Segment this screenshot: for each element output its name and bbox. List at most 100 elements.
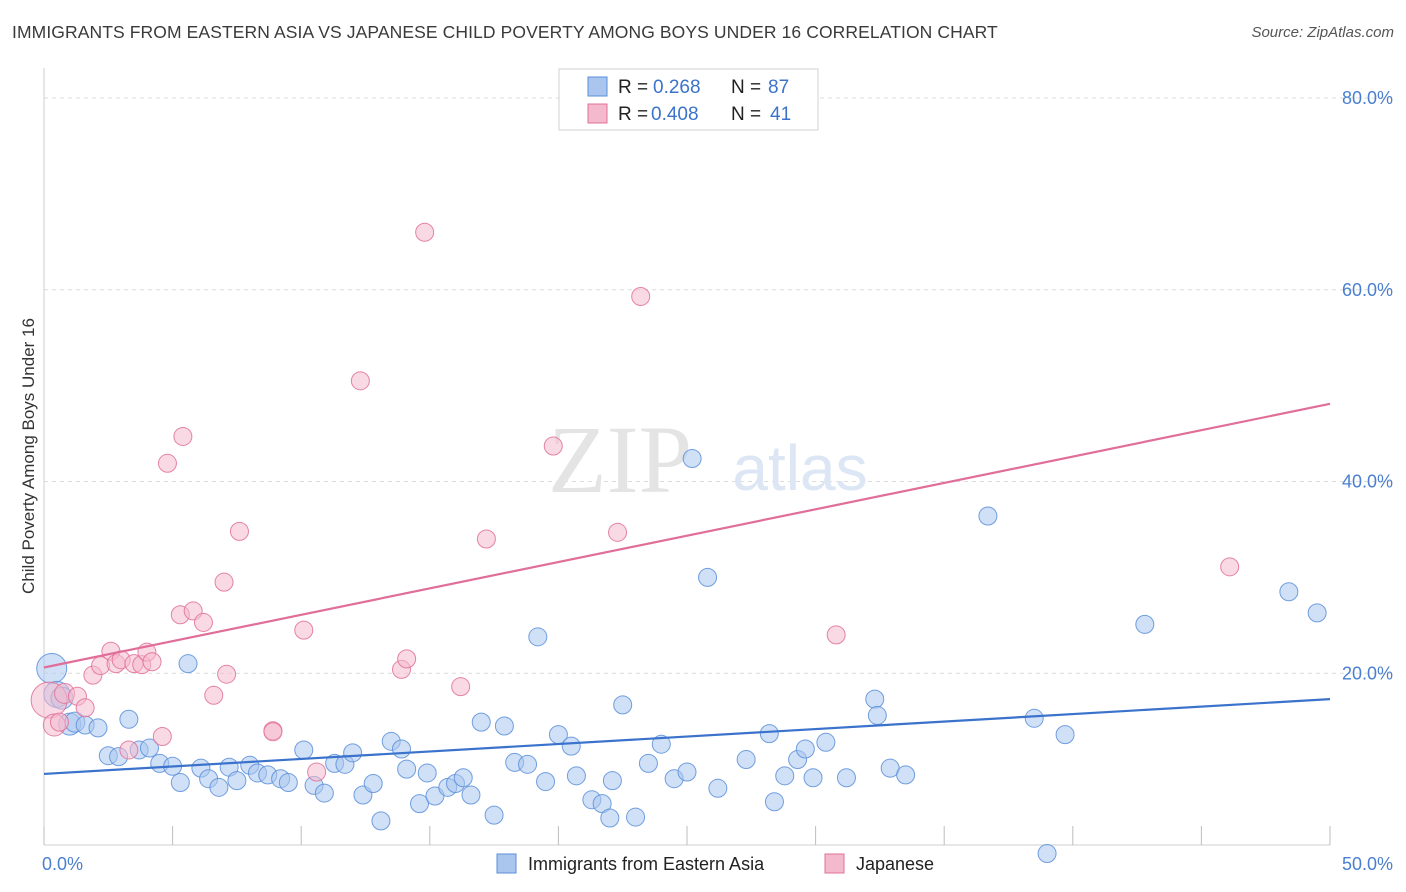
series-japanese-points (30, 222, 1240, 782)
point-japanese-32 (415, 222, 435, 242)
point-immigrants-69 (759, 724, 779, 744)
point-japanese-24 (229, 521, 249, 541)
point-japanese-37 (631, 286, 651, 306)
legend-r-value-pink: 0.408 (651, 104, 699, 125)
point-immigrants-6 (88, 718, 108, 738)
point-immigrants-60 (626, 807, 646, 827)
point-immigrants-25 (278, 773, 298, 793)
point-japanese-26 (263, 722, 283, 742)
point-japanese-38 (826, 625, 846, 645)
trendlines (43, 402, 1331, 776)
point-japanese-29 (350, 371, 370, 391)
point-japanese-14 (142, 652, 162, 672)
point-immigrants-50 (528, 627, 548, 647)
point-immigrants-0 (36, 652, 68, 684)
point-immigrants-36 (392, 739, 412, 759)
legend-label-japanese: Japanese (856, 854, 934, 874)
point-immigrants-70 (764, 792, 784, 812)
point-immigrants-57 (600, 808, 620, 828)
point-japanese-10 (119, 740, 139, 760)
chart-title: IMMIGRANTS FROM EASTERN ASIA VS JAPANESE… (12, 22, 998, 42)
trendline-japanese (43, 402, 1331, 669)
point-immigrants-44 (461, 785, 481, 805)
point-immigrants-18 (209, 777, 229, 797)
y-tick-label-40: 40.0% (1342, 472, 1393, 492)
point-immigrants-75 (816, 732, 836, 752)
point-immigrants-28 (314, 783, 334, 803)
point-japanese-36 (608, 522, 628, 542)
point-immigrants-34 (371, 811, 391, 831)
point-japanese-35 (543, 436, 563, 456)
point-immigrants-26 (294, 740, 314, 760)
point-immigrants-64 (677, 762, 697, 782)
point-immigrants-58 (602, 771, 622, 791)
point-immigrants-73 (795, 739, 815, 759)
legend-n-label-pink: N = (731, 104, 761, 125)
watermark-atlas: atlas (732, 432, 867, 504)
legend-n-value-blue: 87 (768, 77, 789, 98)
point-immigrants-14 (170, 773, 190, 793)
point-japanese-20 (193, 612, 213, 632)
point-immigrants-43 (453, 768, 473, 788)
point-immigrants-80 (896, 765, 916, 785)
x-tick-label-max: 50.0% (1342, 854, 1393, 874)
point-immigrants-84 (1055, 725, 1075, 745)
point-immigrants-78 (867, 705, 887, 725)
point-japanese-18 (173, 426, 193, 446)
point-japanese-16 (157, 453, 177, 473)
point-immigrants-46 (484, 805, 504, 825)
y-tick-label-80: 80.0% (1342, 88, 1393, 108)
point-japanese-39 (1220, 557, 1240, 577)
point-immigrants-85 (1135, 614, 1155, 634)
point-immigrants-49 (518, 754, 538, 774)
legend-r-value-blue: 0.268 (653, 77, 701, 98)
point-japanese-31 (397, 649, 417, 669)
point-immigrants-37 (397, 759, 417, 779)
legend-r-label-blue: R = (618, 77, 648, 98)
legend-swatch-immigrants (496, 853, 517, 874)
gridlines (44, 97, 1393, 674)
point-immigrants-76 (836, 768, 856, 788)
point-immigrants-11 (139, 738, 159, 758)
point-immigrants-39 (417, 763, 437, 783)
legend-n-label-blue: N = (731, 77, 761, 98)
point-immigrants-74 (803, 768, 823, 788)
point-japanese-27 (294, 620, 314, 640)
legend-label-immigrants: Immigrants from Eastern Asia (528, 854, 765, 874)
point-japanese-21 (204, 685, 224, 705)
point-immigrants-59 (613, 695, 633, 715)
point-immigrants-81 (978, 506, 998, 526)
y-tick-label-60: 60.0% (1342, 280, 1393, 300)
trendline-immigrants (43, 698, 1331, 776)
point-immigrants-45 (471, 712, 491, 732)
point-immigrants-65 (682, 448, 702, 468)
point-immigrants-68 (736, 750, 756, 770)
x-tick-label-min: 0.0% (42, 854, 83, 874)
point-immigrants-38 (410, 794, 430, 814)
point-immigrants-20 (227, 771, 247, 791)
point-japanese-15 (152, 727, 172, 747)
point-immigrants-86 (1279, 582, 1299, 602)
point-immigrants-15 (178, 654, 198, 674)
y-tick-label-20: 20.0% (1342, 663, 1393, 683)
point-japanese-40 (49, 712, 69, 732)
point-immigrants-54 (566, 766, 586, 786)
series-legend: Immigrants from Eastern Asia Japanese (496, 853, 934, 874)
legend-swatch-blue (587, 76, 608, 97)
legend-swatch-japanese (824, 853, 845, 874)
point-immigrants-82 (1024, 708, 1044, 728)
point-immigrants-66 (698, 567, 718, 587)
point-immigrants-62 (651, 734, 671, 754)
tick-labels: 20.0% 40.0% 60.0% 80.0% 0.0% 50.0% (42, 88, 1393, 874)
point-immigrants-83 (1037, 843, 1057, 863)
point-japanese-33 (451, 677, 471, 697)
point-immigrants-9 (119, 709, 139, 729)
watermark-zip: ZIP (548, 406, 692, 513)
source-label: Source: ZipAtlas.com (1251, 24, 1394, 41)
point-immigrants-47 (494, 716, 514, 736)
point-japanese-4 (75, 698, 95, 718)
point-japanese-22 (214, 572, 234, 592)
y-axis-title: Child Poverty Among Boys Under 16 (19, 318, 38, 594)
point-japanese-34 (476, 529, 496, 549)
